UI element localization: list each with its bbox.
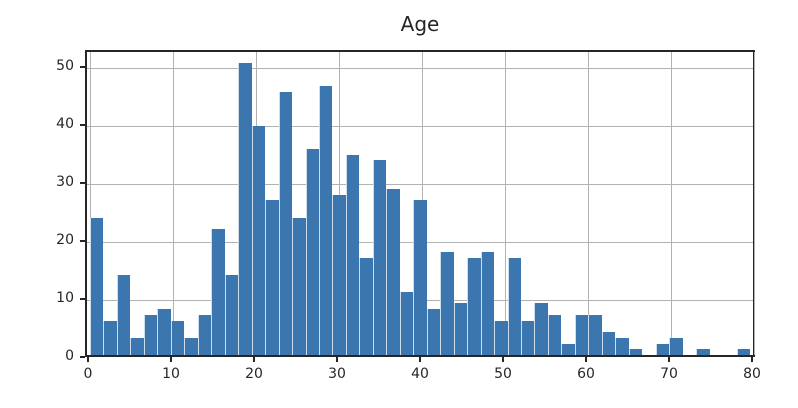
bar-bin-14 xyxy=(278,91,293,355)
x-tick-label-20: 20 xyxy=(245,366,263,382)
x-tick-10 xyxy=(170,357,172,362)
bar-bin-43 xyxy=(669,337,683,355)
x-tick-label-0: 0 xyxy=(83,366,93,382)
y-tick-20 xyxy=(80,239,85,242)
x-tick-40 xyxy=(419,357,421,362)
y-tick-label-30: 30 xyxy=(56,173,74,190)
bar-bin-35 xyxy=(561,343,575,355)
bar-bin-33 xyxy=(534,303,548,355)
bar-bin-16 xyxy=(305,148,319,355)
bar-bin-9 xyxy=(211,229,225,355)
bar-bin-42 xyxy=(655,343,670,355)
x-tick-0 xyxy=(87,357,89,362)
bar-bin-3 xyxy=(130,337,144,355)
x-tick-label-10: 10 xyxy=(162,366,180,382)
bar-bin-23 xyxy=(399,292,414,355)
gridline-x-0 xyxy=(89,52,91,355)
bar-bin-29 xyxy=(480,251,495,355)
x-tick-label-70: 70 xyxy=(660,366,678,382)
bar-bin-2 xyxy=(116,274,131,355)
bar-bin-25 xyxy=(426,309,441,355)
x-tick-80 xyxy=(751,357,753,362)
bar-bin-31 xyxy=(507,257,521,355)
y-tick-50 xyxy=(80,65,85,68)
bar-bin-24 xyxy=(413,200,427,355)
bar-bin-39 xyxy=(615,337,629,355)
gridline-x-50 xyxy=(504,52,506,355)
x-tick-label-80: 80 xyxy=(743,366,761,382)
bar-bin-12 xyxy=(251,125,266,355)
bar-bin-6 xyxy=(170,320,185,355)
bar-bin-10 xyxy=(224,274,239,355)
gridline-x-80 xyxy=(753,52,755,355)
x-tick-label-30: 30 xyxy=(328,366,346,382)
bar-bin-30 xyxy=(494,320,508,355)
bar-bin-45 xyxy=(696,349,710,355)
bar-bin-26 xyxy=(440,251,454,355)
gridline-x-60 xyxy=(587,52,589,355)
bar-bin-21 xyxy=(372,160,387,355)
y-tick-0 xyxy=(80,356,85,358)
gridline-x-10 xyxy=(172,52,174,355)
gridline-y-50 xyxy=(87,68,753,70)
bar-bin-8 xyxy=(197,314,212,355)
histogram-bars xyxy=(90,52,750,355)
bar-bin-28 xyxy=(467,257,481,355)
gridline-y-30 xyxy=(87,184,753,186)
bar-bin-0 xyxy=(90,217,104,355)
x-tick-70 xyxy=(668,357,670,362)
bar-bin-13 xyxy=(265,200,279,355)
y-tick-label-40: 40 xyxy=(56,115,74,132)
y-tick-label-50: 50 xyxy=(56,57,74,74)
y-tick-40 xyxy=(80,123,85,126)
bar-bin-32 xyxy=(521,320,535,355)
bar-bin-18 xyxy=(332,194,346,355)
y-tick-label-10: 10 xyxy=(56,289,74,306)
plot-area xyxy=(85,50,755,357)
bar-bin-5 xyxy=(157,309,171,355)
bar-bin-37 xyxy=(588,314,602,355)
bar-bin-1 xyxy=(103,320,117,355)
bar-bin-40 xyxy=(628,349,643,355)
x-tick-60 xyxy=(585,357,587,362)
chart-title: Age xyxy=(400,12,440,36)
bar-bin-19 xyxy=(345,154,360,355)
bar-bin-20 xyxy=(359,257,373,355)
bar-bin-4 xyxy=(143,314,158,355)
y-tick-10 xyxy=(80,297,85,300)
bar-bin-38 xyxy=(601,332,616,355)
x-tick-30 xyxy=(336,357,338,362)
x-tick-50 xyxy=(502,357,504,362)
bar-bin-17 xyxy=(318,85,333,355)
x-tick-label-50: 50 xyxy=(494,366,512,382)
bar-bin-11 xyxy=(238,62,252,355)
y-tick-label-0: 0 xyxy=(65,348,74,364)
gridline-x-70 xyxy=(670,52,672,355)
bar-bin-34 xyxy=(547,314,562,355)
x-tick-20 xyxy=(253,357,255,362)
bar-bin-7 xyxy=(184,337,198,355)
bar-bin-36 xyxy=(574,314,589,355)
bar-bin-22 xyxy=(386,188,400,355)
x-tick-label-40: 40 xyxy=(411,366,429,382)
bar-bin-15 xyxy=(292,217,306,355)
y-tick-30 xyxy=(80,181,85,184)
gridline-y-40 xyxy=(87,126,753,128)
y-tick-label-20: 20 xyxy=(56,231,74,248)
bar-bin-27 xyxy=(453,303,468,355)
x-tick-label-60: 60 xyxy=(577,366,595,382)
bar-bin-48 xyxy=(736,349,750,355)
